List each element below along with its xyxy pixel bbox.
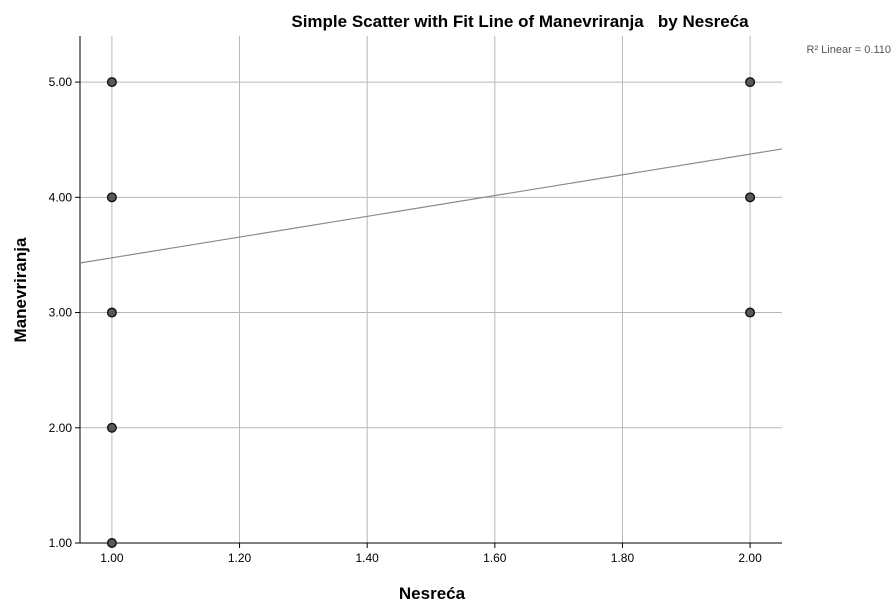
chart-title: Simple Scatter with Fit Line of Manevrir… xyxy=(291,12,749,31)
x-tick-label: 1.60 xyxy=(483,551,507,565)
x-tick-label: 1.20 xyxy=(228,551,252,565)
scatter-point xyxy=(106,77,117,88)
scatter-point xyxy=(106,192,117,203)
grid-layer xyxy=(80,36,782,544)
axis-layer xyxy=(75,36,782,548)
scatter-point xyxy=(745,192,756,203)
x-axis-title: Nesreća xyxy=(399,584,466,603)
scatter-point xyxy=(745,307,756,318)
y-tick-label: 4.00 xyxy=(49,190,73,204)
fit-line xyxy=(79,148,783,264)
y-tick-label: 1.00 xyxy=(49,536,73,550)
y-tick-label: 2.00 xyxy=(49,421,73,435)
scatter-point xyxy=(106,538,117,549)
y-axis-title: Manevriranja xyxy=(11,237,30,342)
x-tick-label: 1.40 xyxy=(356,551,380,565)
y-tick-label: 3.00 xyxy=(49,306,73,320)
point-layer xyxy=(106,77,756,549)
y-tick-label: 5.00 xyxy=(49,75,73,89)
r2-annotation: R² Linear = 0.110 xyxy=(807,44,892,56)
scatter-point xyxy=(745,77,756,88)
scatter-point xyxy=(106,422,117,433)
scatter-point xyxy=(106,307,117,318)
x-tick-label: 2.00 xyxy=(738,551,762,565)
fit-line-layer xyxy=(79,148,783,264)
x-tick-label: 1.00 xyxy=(100,551,124,565)
x-tick-label: 1.80 xyxy=(611,551,635,565)
label-layer: Simple Scatter with Fit Line of Manevrir… xyxy=(11,12,891,603)
